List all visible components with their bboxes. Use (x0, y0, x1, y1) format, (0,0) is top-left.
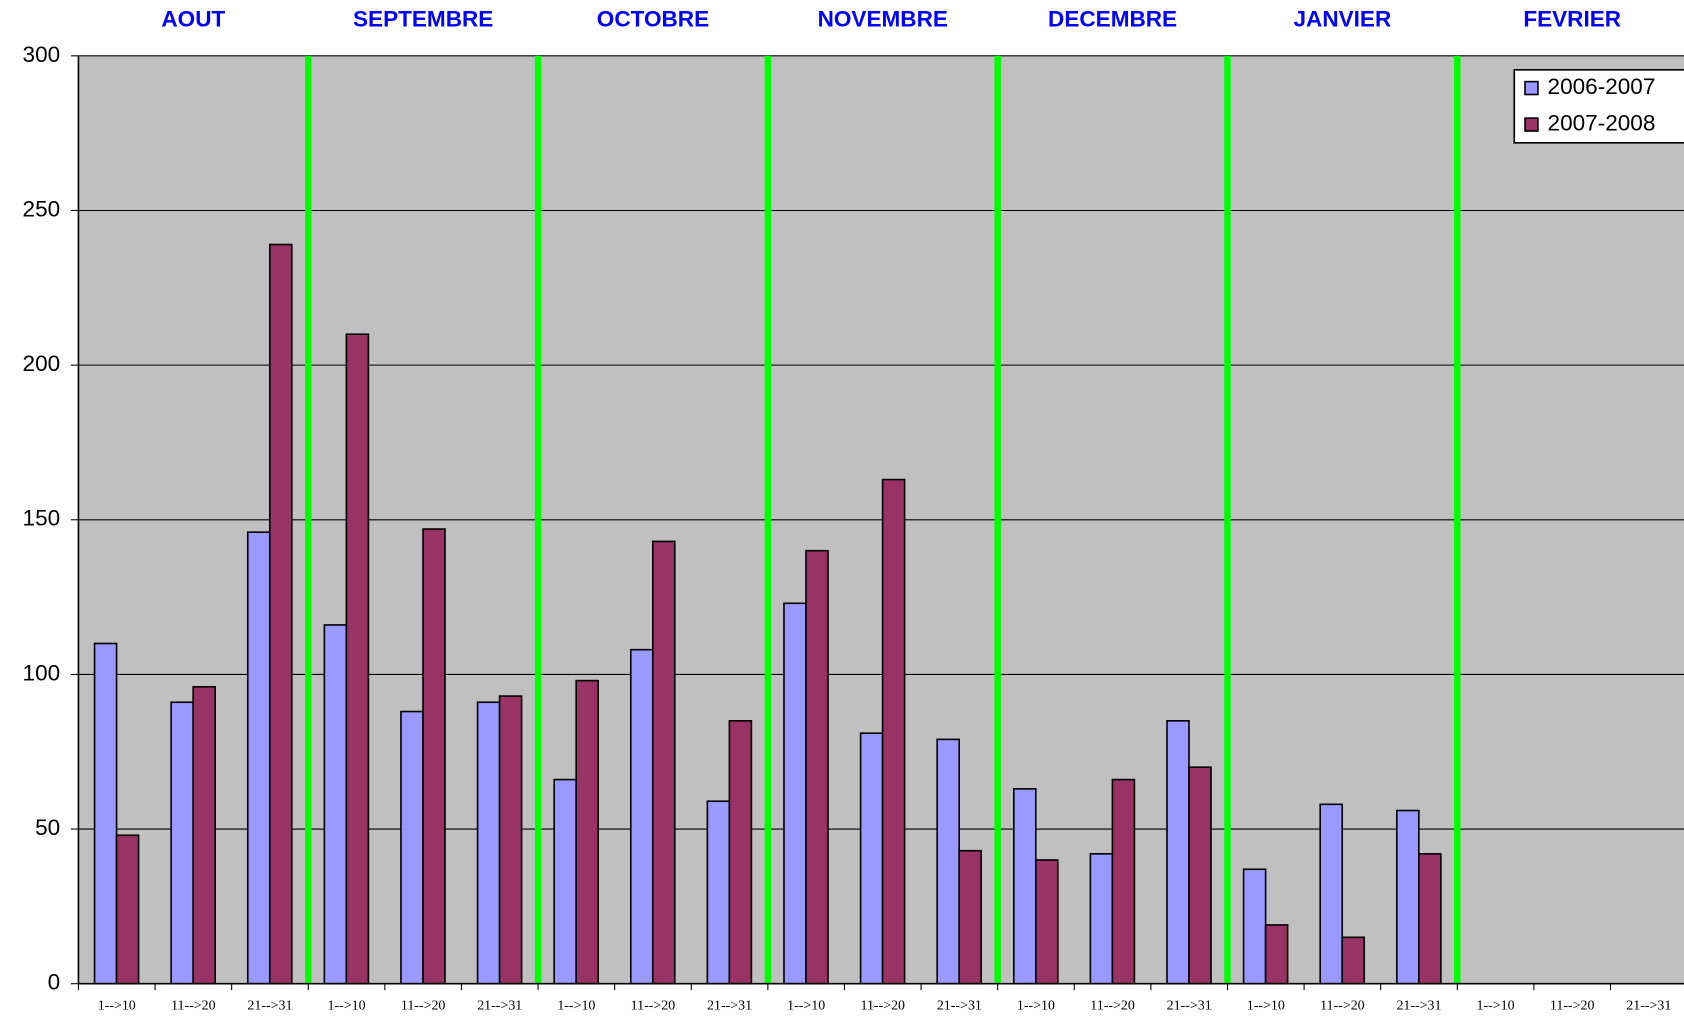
bar (575, 679, 600, 985)
x-tick-label: 11-->20 (401, 998, 446, 1013)
bar (115, 834, 140, 985)
legend-label: 2006-2007 (1548, 74, 1656, 99)
x-tick-label: 21-->31 (1396, 998, 1441, 1013)
bar (422, 528, 446, 985)
y-tick-label: 0 (48, 970, 61, 995)
bar (476, 701, 501, 985)
bar (805, 549, 829, 985)
y-tick-label: 250 (23, 196, 61, 221)
legend-swatch (1524, 80, 1539, 96)
month-label: DECEMBRE (1048, 6, 1177, 31)
x-tick-label: 1-->10 (787, 998, 825, 1013)
x-tick-label: 11-->20 (1550, 998, 1595, 1013)
month-label: OCTOBRE (597, 6, 709, 31)
x-tick-label: 11-->20 (1320, 998, 1365, 1013)
x-tick-label: 21-->31 (477, 998, 522, 1013)
bar (881, 478, 906, 985)
bar (1012, 788, 1037, 985)
bar (93, 642, 118, 985)
legend-box (1513, 68, 1684, 144)
bar (498, 695, 523, 985)
x-tick-label: 11-->20 (631, 998, 676, 1013)
x-tick-label: 21-->31 (1626, 998, 1671, 1013)
bar (1264, 924, 1289, 985)
x-tick-label: 11-->20 (1090, 998, 1135, 1013)
bar (268, 243, 293, 985)
x-tick-label: 21-->31 (1167, 998, 1212, 1013)
y-tick-label: 300 (23, 42, 61, 67)
bar (323, 624, 348, 985)
y-tick-label: 200 (23, 351, 61, 376)
bar (1034, 859, 1059, 985)
bar (1418, 853, 1442, 985)
bar (246, 531, 271, 985)
bar (1242, 868, 1267, 985)
bar (783, 602, 807, 985)
bar (553, 778, 577, 985)
bar (345, 333, 370, 985)
x-tick-label: 1-->10 (1017, 998, 1055, 1013)
x-tick-label: 1-->10 (98, 998, 136, 1013)
bar (706, 800, 731, 985)
bar (1166, 720, 1190, 985)
x-tick-label: 1-->10 (1477, 998, 1515, 1013)
x-tick-label: 1-->10 (557, 998, 595, 1013)
bar (1319, 803, 1344, 985)
bar (958, 849, 983, 985)
month-label: SEPTEMBRE (353, 6, 493, 31)
month-label: JANVIER (1294, 6, 1392, 31)
x-tick-label: 21-->31 (707, 998, 752, 1013)
month-label: NOVEMBRE (818, 6, 948, 31)
bar (728, 720, 753, 985)
bar (936, 738, 961, 985)
x-tick-label: 21-->31 (247, 998, 292, 1013)
month-label: FEVRIER (1523, 6, 1621, 31)
x-tick-label: 11-->20 (860, 998, 905, 1013)
x-tick-label: 1-->10 (1247, 998, 1285, 1013)
bar (400, 710, 424, 985)
legend-label: 2007-2008 (1548, 111, 1656, 136)
bar (1395, 809, 1420, 985)
x-tick-label: 1-->10 (328, 998, 366, 1013)
bar (1188, 766, 1212, 985)
bar (1111, 778, 1136, 985)
y-tick-label: 100 (23, 660, 61, 685)
bar (170, 701, 194, 985)
bar (629, 648, 654, 985)
bar (192, 685, 216, 985)
y-tick-label: 150 (23, 506, 61, 531)
y-tick-label: 50 (35, 815, 60, 840)
x-tick-label: 11-->20 (171, 998, 216, 1013)
bar (651, 540, 676, 985)
bar (859, 732, 884, 985)
month-label: AOUT (161, 6, 225, 31)
bar (1089, 853, 1114, 985)
legend-swatch (1524, 117, 1539, 132)
x-tick-label: 21-->31 (937, 998, 982, 1013)
bar (1341, 936, 1366, 985)
